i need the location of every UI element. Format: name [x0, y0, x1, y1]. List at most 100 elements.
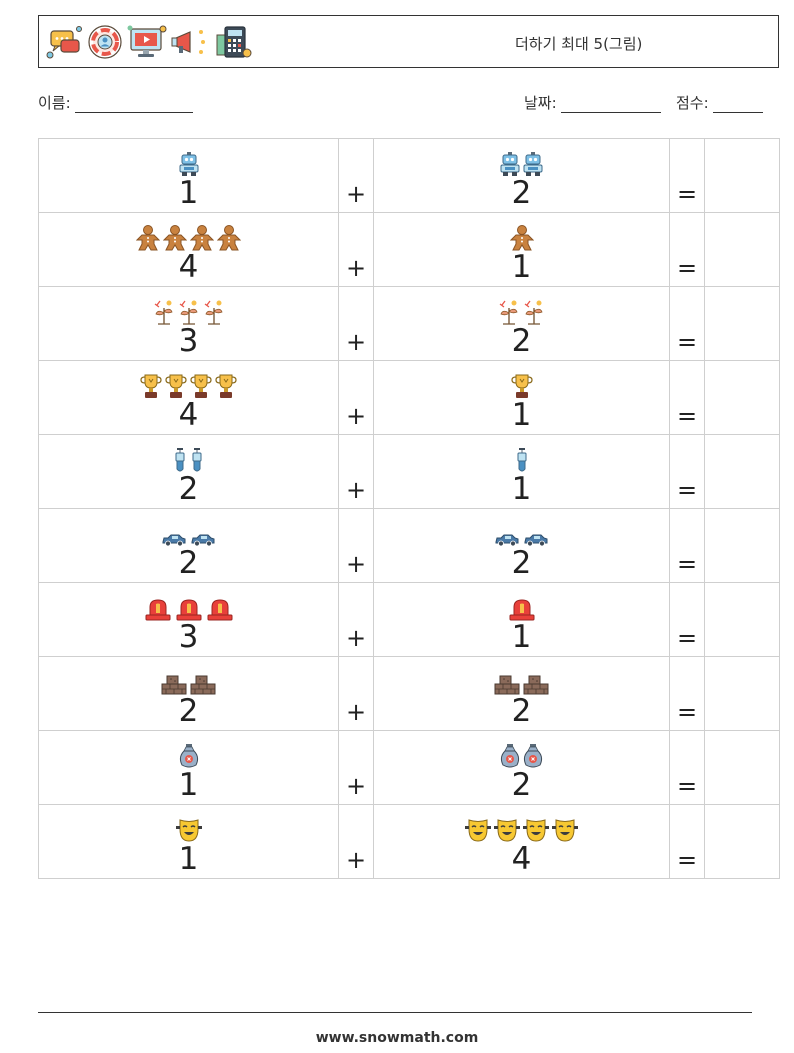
answer-cell[interactable] [704, 286, 780, 361]
answer-cell[interactable] [704, 730, 780, 805]
answer-cell[interactable] [704, 508, 780, 583]
name-blank[interactable] [74, 97, 193, 113]
equals-sign: = [676, 846, 698, 874]
picture-group [136, 223, 241, 251]
plus-sign: + [345, 624, 367, 652]
operand-second-cell: 2 [373, 508, 670, 583]
footer-rule [38, 1012, 752, 1013]
footer-url: www.snowmath.com [315, 1030, 479, 1046]
plus-sign: + [345, 254, 367, 282]
operand-first-cell: 1 [38, 804, 339, 879]
operand-second-number: 2 [511, 175, 532, 211]
problem-row: 3 +2 = [38, 286, 780, 361]
answer-cell[interactable] [704, 656, 780, 731]
equals-sign: = [676, 402, 698, 430]
money-bag-icon [179, 743, 199, 769]
equals-sign: = [676, 772, 698, 800]
plus-cell: + [338, 434, 374, 509]
operand-first-cell: 3 [38, 582, 339, 657]
operand-first-number: 1 [178, 767, 199, 803]
gingerbread-man-icon [217, 225, 241, 251]
gingerbread-man-icon [190, 225, 214, 251]
picture-group [179, 741, 199, 769]
plus-cell: + [338, 138, 374, 213]
operand-first-number: 4 [178, 397, 199, 433]
seedling-icon [178, 299, 200, 325]
operand-second-number: 2 [511, 767, 532, 803]
comedy-mask-icon [175, 817, 202, 843]
plus-sign: + [345, 550, 367, 578]
problem-row: 2 +2 = [38, 508, 780, 583]
equals-cell: = [669, 804, 705, 879]
picture-group [500, 149, 543, 177]
picture-group [175, 815, 202, 843]
answer-cell[interactable] [704, 212, 780, 287]
bricks-icon [523, 675, 549, 695]
chat-bubbles-icon [45, 23, 83, 61]
car-icon [494, 533, 520, 547]
date-blank[interactable] [560, 97, 661, 113]
operand-second-number: 1 [511, 471, 532, 507]
plus-sign: + [345, 476, 367, 504]
operand-first-cell: 2 [38, 508, 339, 583]
operand-first-number: 3 [178, 619, 199, 655]
equals-cell: = [669, 212, 705, 287]
score-field: 점수: [676, 92, 763, 113]
plus-sign: + [345, 180, 367, 208]
score-blank[interactable] [712, 97, 763, 113]
equals-sign: = [676, 698, 698, 726]
seedling-icon [523, 299, 545, 325]
plus-sign: + [345, 402, 367, 430]
calculator-icon [213, 23, 253, 61]
problem-row: 1 +4 = [38, 804, 780, 879]
picture-group [153, 297, 225, 325]
operand-second-number: 1 [511, 249, 532, 285]
operand-second-cell: 2 [373, 730, 670, 805]
robot-icon [179, 151, 199, 177]
equals-sign: = [676, 180, 698, 208]
operand-second-number: 2 [511, 545, 532, 581]
problem-row: 4 +1 = [38, 360, 780, 435]
comedy-mask-icon [523, 817, 549, 843]
equals-sign: = [676, 550, 698, 578]
money-bag-icon [523, 743, 543, 769]
operand-first-number: 2 [178, 545, 199, 581]
operand-second-cell: 2 [373, 656, 670, 731]
operand-second-number: 1 [511, 619, 532, 655]
problem-row: 4 +1 = [38, 212, 780, 287]
problem-row: 2 +2 = [38, 656, 780, 731]
equals-cell: = [669, 138, 705, 213]
picture-group [494, 519, 549, 547]
picture-group [465, 815, 578, 843]
problem-grid: 1 +2 = 4 +1 = 3 +2 = 4 +1 = 2 +1 = 2 +2 = 3 +1 = 2 +2 = 1 +2 = 1 +4 = [38, 138, 780, 879]
answer-cell[interactable] [704, 582, 780, 657]
seedling-icon [153, 299, 175, 325]
trophy-icon [140, 373, 162, 399]
comedy-mask-icon [465, 817, 491, 843]
operand-second-number: 2 [511, 323, 532, 359]
equals-cell: = [669, 656, 705, 731]
robot-icon [500, 151, 520, 177]
name-field: 이름: [38, 92, 193, 113]
operand-second-cell: 1 [373, 360, 670, 435]
plus-cell: + [338, 656, 374, 731]
answer-cell[interactable] [704, 138, 780, 213]
operand-first-number: 4 [178, 249, 199, 285]
name-label: 이름: [38, 94, 71, 112]
operand-second-cell: 1 [373, 434, 670, 509]
operand-first-number: 1 [178, 841, 199, 877]
score-label: 점수: [676, 94, 709, 112]
siren-icon [175, 597, 203, 621]
answer-cell[interactable] [704, 360, 780, 435]
robot-icon [523, 151, 543, 177]
picture-group [161, 519, 216, 547]
answer-cell[interactable] [704, 434, 780, 509]
operand-first-cell: 3 [38, 286, 339, 361]
plus-cell: + [338, 286, 374, 361]
operand-first-cell: 1 [38, 730, 339, 805]
gingerbread-man-icon [163, 225, 187, 251]
plus-cell: + [338, 804, 374, 879]
equals-cell: = [669, 286, 705, 361]
answer-cell[interactable] [704, 804, 780, 879]
comedy-mask-icon [494, 817, 520, 843]
